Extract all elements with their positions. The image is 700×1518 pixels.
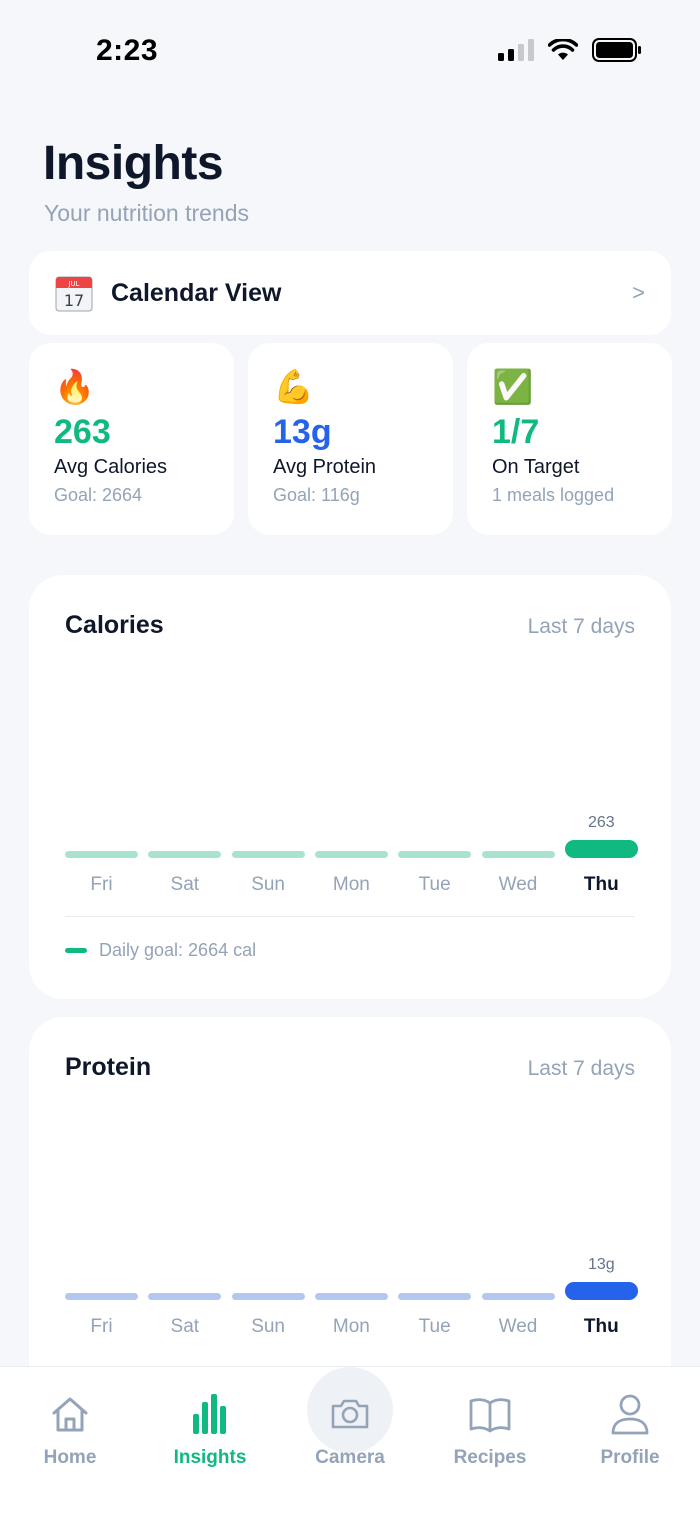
stat-value: 1/7 <box>492 413 540 451</box>
nav-item-home[interactable]: Home <box>0 1389 140 1469</box>
nav-item-camera[interactable]: Camera <box>280 1389 420 1469</box>
nav-label: Insights <box>173 1447 247 1468</box>
protein-bar-sat <box>148 1293 222 1300</box>
calendar-view-label: Calendar View <box>111 278 282 307</box>
svg-text:JUL: JUL <box>67 280 79 288</box>
calories-chart-card: Calories Last 7 days Fri Sat Sun Mon Tue Wed 2… <box>29 575 671 999</box>
protein-day-label: Fri <box>90 1316 113 1337</box>
nav-label: Home <box>43 1447 97 1468</box>
stat-value: 13g <box>273 413 332 451</box>
calories-day-label: Tue <box>418 874 451 895</box>
legend-text: Daily goal: 2664 cal <box>99 940 257 960</box>
page-title: Insights <box>43 137 224 190</box>
stat-label: Avg Protein <box>273 456 377 478</box>
stat-sub: 1 meals logged <box>492 485 615 505</box>
stat-label: Avg Calories <box>54 456 168 478</box>
home-icon <box>0 1389 140 1439</box>
stat-sub: Goal: 2664 <box>54 485 143 505</box>
person-icon <box>560 1389 700 1439</box>
status-icons <box>498 38 642 62</box>
nav-item-recipes[interactable]: Recipes <box>420 1389 560 1469</box>
nav-item-profile[interactable]: Profile <box>560 1389 700 1469</box>
protein-day-label: Sat <box>170 1316 200 1337</box>
nav-label: Profile <box>600 1447 660 1468</box>
protein-bar-thu <box>564 1282 638 1300</box>
protein-bar-fri <box>65 1293 138 1300</box>
protein-chart: Fri Sat Sun Mon Tue Wed 13g Thu <box>65 1082 638 1392</box>
wifi-icon <box>548 39 578 60</box>
calories-day-label: Thu <box>583 874 619 895</box>
fire-icon: 🔥 <box>54 368 96 405</box>
calories-bar-sun <box>231 851 305 858</box>
calories-day-label: Mon <box>332 874 370 895</box>
protein-bar-sun <box>231 1293 305 1300</box>
camera-icon <box>280 1389 420 1439</box>
protein-bar-tue <box>398 1293 472 1300</box>
calories-chart: Fri Sat Sun Mon Tue Wed 263 Thu <box>65 640 638 950</box>
calories-chart-title: Calories <box>65 611 164 639</box>
page-subtitle: Your nutrition trends <box>44 200 250 226</box>
bottom-nav: Home Insights Camera Re <box>0 1366 700 1518</box>
calories-day-label: Fri <box>90 874 113 895</box>
calories-day-label: Wed <box>498 874 538 895</box>
status-time: 2:23 <box>96 34 159 67</box>
calories-bar-fri <box>65 851 138 858</box>
nav-label: Camera <box>315 1447 385 1468</box>
book-icon <box>420 1389 560 1439</box>
calories-bar-sat <box>148 851 222 858</box>
calories-day-label: Sat <box>170 874 200 895</box>
calories-legend: Daily goal: 2664 cal <box>65 940 256 961</box>
protein-day-label: Tue <box>418 1316 451 1337</box>
protein-chart-title: Protein <box>65 1053 152 1081</box>
protein-bar-value-label: 13g <box>587 1256 615 1273</box>
protein-day-label: Wed <box>498 1316 538 1337</box>
stat-card-avg-calories: 🔥 263 Avg Calories Goal: 2664 <box>29 343 234 535</box>
protein-day-label: Thu <box>583 1316 619 1337</box>
legend-swatch <box>65 948 87 953</box>
calendar-icon: JUL 17 <box>55 274 93 312</box>
battery-icon <box>592 38 641 62</box>
calories-bar-wed <box>481 851 555 858</box>
nav-label: Recipes <box>453 1447 527 1468</box>
cellular-signal-icon <box>498 39 534 61</box>
stat-value: 263 <box>54 413 111 451</box>
calories-bar-value-label: 263 <box>587 814 615 831</box>
calories-bar-mon <box>314 851 388 858</box>
chart-divider <box>65 916 635 917</box>
stat-sub: Goal: 116g <box>273 485 360 505</box>
chevron-right-icon: > <box>632 280 645 305</box>
protein-bar-mon <box>314 1293 388 1300</box>
calories-day-label: Sun <box>251 874 285 895</box>
bar-chart-icon <box>140 1389 280 1439</box>
calories-bar-thu <box>564 840 638 858</box>
check-mark-icon: ✅ <box>492 368 534 405</box>
stat-card-on-target: ✅ 1/7 On Target 1 meals logged <box>467 343 672 535</box>
flexed-biceps-icon: 💪 <box>273 368 315 405</box>
svg-text:17: 17 <box>64 291 84 310</box>
protein-day-label: Mon <box>332 1316 370 1337</box>
protein-bar-wed <box>481 1293 555 1300</box>
stat-label: On Target <box>492 456 580 478</box>
status-bar: 2:23 <box>0 0 700 100</box>
stat-card-avg-protein: 💪 13g Avg Protein Goal: 116g <box>248 343 453 535</box>
nav-item-insights[interactable]: Insights <box>140 1389 280 1469</box>
calendar-view-button[interactable]: JUL 17 Calendar View > <box>29 251 671 335</box>
camera-button-bg[interactable] <box>307 1367 393 1453</box>
protein-chart-range: Last 7 days <box>527 1057 635 1080</box>
protein-day-label: Sun <box>251 1316 285 1337</box>
calories-chart-range: Last 7 days <box>527 615 635 638</box>
calories-bar-tue <box>398 851 472 858</box>
